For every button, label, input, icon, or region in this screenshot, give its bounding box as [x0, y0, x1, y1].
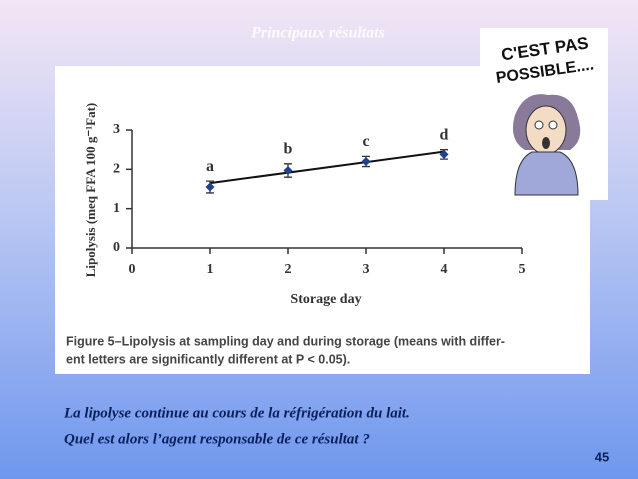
cartoon-eye	[548, 120, 558, 130]
trend-line	[209, 150, 445, 185]
cartoon-eye	[534, 120, 544, 130]
annotation: c	[362, 133, 369, 150]
body-text: La lipolyse continue au cours de la réfr…	[63, 405, 410, 421]
cartoon: C'EST PAS POSSIBLE....	[480, 28, 608, 200]
data-point	[205, 182, 215, 192]
x-tick-label: 5	[519, 262, 526, 277]
caption: ent letters are significantly different …	[66, 352, 350, 366]
data-point	[283, 166, 293, 176]
x-tick-label: 3	[363, 262, 370, 277]
y-tick-label: 1	[113, 201, 120, 216]
data-point	[439, 149, 449, 159]
cartoon-mouth	[542, 137, 550, 149]
x-tick-label: 0	[129, 262, 136, 277]
caption: Figure 5–Lipolysis at sampling day and d…	[66, 334, 505, 348]
x-tick-label: 2	[285, 262, 292, 277]
page-number: 45	[595, 449, 609, 464]
y-tick-label: 2	[113, 162, 120, 177]
y-axis-label: Lipolysis (meq FFA 100 g⁻¹Fat)	[83, 103, 98, 277]
annotation: a	[206, 158, 214, 175]
x-tick-label: 1	[207, 262, 214, 277]
annotation: b	[284, 140, 293, 157]
data-point	[361, 156, 371, 166]
chart: Storage day Lipolysis (meq FFA 100 g⁻¹Fa…	[66, 103, 526, 367]
x-axis-label: Storage day	[290, 292, 361, 307]
cartoon-body	[514, 151, 579, 196]
annotation: d	[440, 126, 449, 143]
y-tick-label: 0	[113, 240, 120, 255]
body-text: Quel est alors l’agent responsable de ce…	[64, 431, 370, 447]
slide-title: Principaux résultats	[250, 25, 385, 42]
x-tick-label: 4	[441, 262, 448, 277]
y-tick-label: 3	[113, 122, 120, 137]
